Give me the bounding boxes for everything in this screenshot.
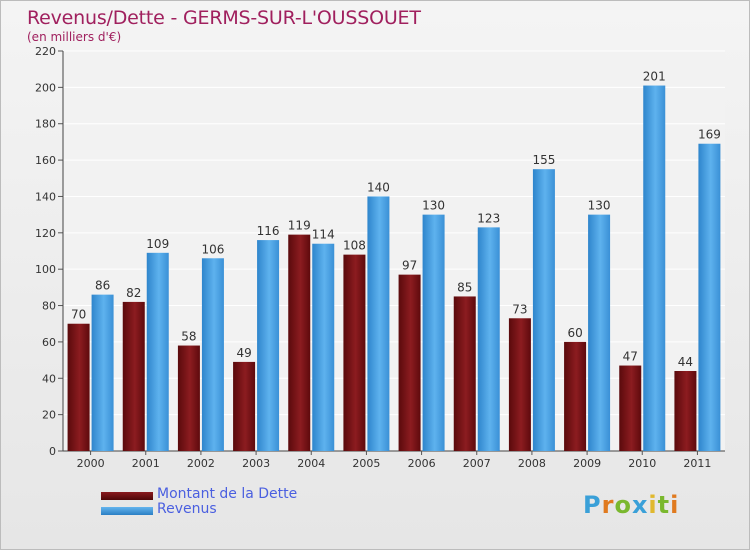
bar-revenus — [532, 169, 555, 451]
y-tick-label: 160 — [35, 154, 56, 167]
data-label: 60 — [567, 326, 582, 340]
data-label: 114 — [312, 228, 335, 242]
logo-letter: t — [657, 491, 671, 519]
bar-revenus — [643, 85, 666, 451]
x-tick-label: 2010 — [628, 457, 656, 470]
data-label: 73 — [512, 302, 527, 316]
x-tick-label: 2011 — [683, 457, 711, 470]
y-tick-label: 120 — [35, 227, 56, 240]
bar-revenus — [422, 214, 445, 451]
data-label: 49 — [236, 346, 251, 360]
logo-letter: r — [601, 491, 615, 519]
bar-revenus — [91, 294, 114, 451]
chart-title: Revenus/Dette - GERMS-SUR-L'OUSSOUET — [27, 7, 421, 29]
data-label: 119 — [288, 219, 311, 233]
y-tick-label: 100 — [35, 263, 56, 276]
data-label: 108 — [343, 239, 366, 253]
y-tick-label: 40 — [42, 372, 56, 385]
logo-letter: o — [614, 491, 632, 519]
logo-letter: i — [648, 491, 658, 519]
legend-label-revenus: Revenus — [157, 501, 217, 517]
bar-revenus — [312, 243, 335, 451]
bar-revenus — [257, 240, 280, 451]
bar-dette — [288, 234, 311, 451]
data-label: 130 — [588, 199, 611, 213]
legend-label-dette: Montant de la Dette — [157, 486, 298, 502]
data-label: 130 — [422, 199, 445, 213]
data-label: 106 — [201, 242, 224, 256]
data-label: 86 — [95, 279, 110, 293]
x-tick-label: 2000 — [77, 457, 105, 470]
bar-dette — [398, 274, 421, 451]
bar-dette — [67, 323, 90, 451]
bar-dette — [343, 254, 366, 451]
bar-dette — [177, 345, 200, 451]
logo-letter: x — [631, 491, 649, 519]
x-tick-label: 2006 — [408, 457, 436, 470]
bar-dette — [674, 371, 697, 451]
data-label: 116 — [257, 224, 280, 238]
data-label: 155 — [532, 153, 555, 167]
x-tick-label: 2001 — [132, 457, 160, 470]
y-tick-label: 180 — [35, 118, 56, 131]
y-tick-label: 60 — [42, 336, 56, 349]
bar-revenus — [588, 214, 611, 451]
bar-revenus — [146, 252, 169, 451]
bar-revenus — [477, 227, 500, 451]
x-tick-label: 2008 — [518, 457, 546, 470]
x-tick-label: 2004 — [297, 457, 325, 470]
chart-subtitle: (en milliers d'€) — [27, 30, 122, 44]
x-tick-label: 2009 — [573, 457, 601, 470]
data-label: 47 — [623, 350, 638, 364]
bar-revenus — [698, 143, 721, 451]
x-tick-label: 2003 — [242, 457, 270, 470]
y-tick-label: 0 — [49, 445, 56, 458]
data-label: 109 — [146, 237, 169, 251]
x-tick-label: 2002 — [187, 457, 215, 470]
data-label: 169 — [698, 128, 721, 142]
y-tick-label: 20 — [42, 409, 56, 422]
bar-revenus — [367, 196, 390, 451]
x-tick-label: 2005 — [352, 457, 380, 470]
bar-revenus — [201, 258, 224, 451]
data-label: 44 — [678, 355, 693, 369]
y-tick-label: 80 — [42, 300, 56, 313]
data-label: 82 — [126, 286, 141, 300]
legend-swatch-dette — [101, 492, 153, 500]
logo-letter: i — [670, 491, 680, 519]
y-tick-label: 220 — [35, 45, 56, 58]
bar-dette — [619, 365, 642, 451]
bar-dette — [453, 296, 476, 451]
proxiti-logo: Proxiti — [583, 491, 679, 519]
bar-dette — [508, 318, 531, 451]
data-label: 58 — [181, 330, 196, 344]
plot-area — [63, 51, 725, 451]
x-tick-label: 2007 — [463, 457, 491, 470]
data-label: 123 — [477, 211, 500, 225]
bar-dette — [233, 361, 256, 451]
logo-letter: P — [583, 491, 602, 519]
bar-dette — [564, 341, 587, 451]
data-label: 97 — [402, 259, 417, 273]
bar-dette — [122, 301, 145, 451]
data-label: 201 — [643, 70, 666, 84]
data-label: 140 — [367, 180, 390, 194]
legend-swatch-revenus — [101, 507, 153, 515]
y-tick-label: 200 — [35, 81, 56, 94]
data-label: 70 — [71, 308, 86, 322]
y-tick-label: 140 — [35, 190, 56, 203]
data-label: 85 — [457, 280, 472, 294]
